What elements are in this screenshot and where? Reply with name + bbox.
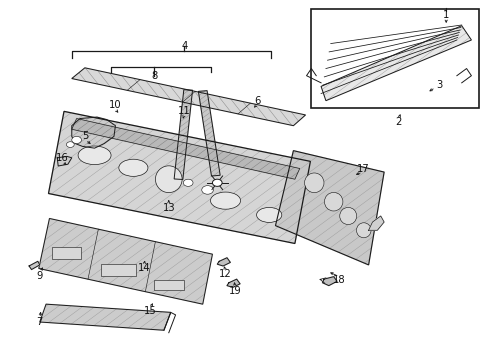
Ellipse shape	[324, 192, 342, 211]
Text: 6: 6	[253, 96, 260, 106]
Text: 17: 17	[356, 164, 368, 174]
Text: 12: 12	[219, 269, 231, 279]
Polygon shape	[72, 68, 305, 126]
Bar	[154, 280, 184, 290]
Ellipse shape	[356, 223, 370, 238]
Text: 19: 19	[228, 286, 241, 296]
Bar	[311, 9, 478, 108]
Polygon shape	[198, 91, 220, 176]
Text: 8: 8	[151, 71, 157, 81]
Polygon shape	[72, 119, 299, 179]
Ellipse shape	[339, 207, 356, 225]
Polygon shape	[39, 218, 212, 304]
Text: 13: 13	[162, 203, 175, 213]
Text: 2: 2	[394, 117, 401, 127]
Polygon shape	[174, 90, 192, 180]
Polygon shape	[29, 261, 40, 270]
Polygon shape	[368, 216, 383, 230]
Ellipse shape	[210, 192, 240, 209]
Text: 10: 10	[108, 100, 121, 110]
Circle shape	[66, 142, 74, 147]
Bar	[52, 247, 80, 259]
Circle shape	[72, 136, 81, 144]
Polygon shape	[72, 117, 115, 148]
Bar	[101, 264, 136, 276]
Ellipse shape	[119, 159, 148, 176]
Polygon shape	[40, 304, 170, 330]
Circle shape	[212, 179, 222, 186]
Circle shape	[201, 186, 213, 194]
Polygon shape	[57, 156, 72, 166]
Text: 14: 14	[137, 263, 150, 273]
Polygon shape	[227, 279, 240, 287]
Text: 4: 4	[181, 41, 187, 51]
Ellipse shape	[304, 173, 323, 193]
Text: 7: 7	[36, 317, 43, 327]
Polygon shape	[320, 26, 470, 101]
Text: 1: 1	[442, 10, 449, 20]
Text: 15: 15	[144, 306, 156, 316]
Ellipse shape	[155, 166, 182, 193]
Ellipse shape	[78, 146, 111, 165]
Polygon shape	[217, 258, 230, 266]
Text: 9: 9	[36, 271, 43, 281]
Text: 5: 5	[82, 131, 89, 141]
Polygon shape	[322, 277, 336, 286]
Text: 11: 11	[178, 106, 190, 116]
Ellipse shape	[256, 207, 281, 222]
Circle shape	[183, 179, 193, 186]
Polygon shape	[48, 111, 310, 243]
Polygon shape	[275, 151, 383, 265]
Text: 18: 18	[333, 275, 345, 285]
Text: 3: 3	[435, 80, 441, 90]
Text: 16: 16	[56, 153, 68, 163]
